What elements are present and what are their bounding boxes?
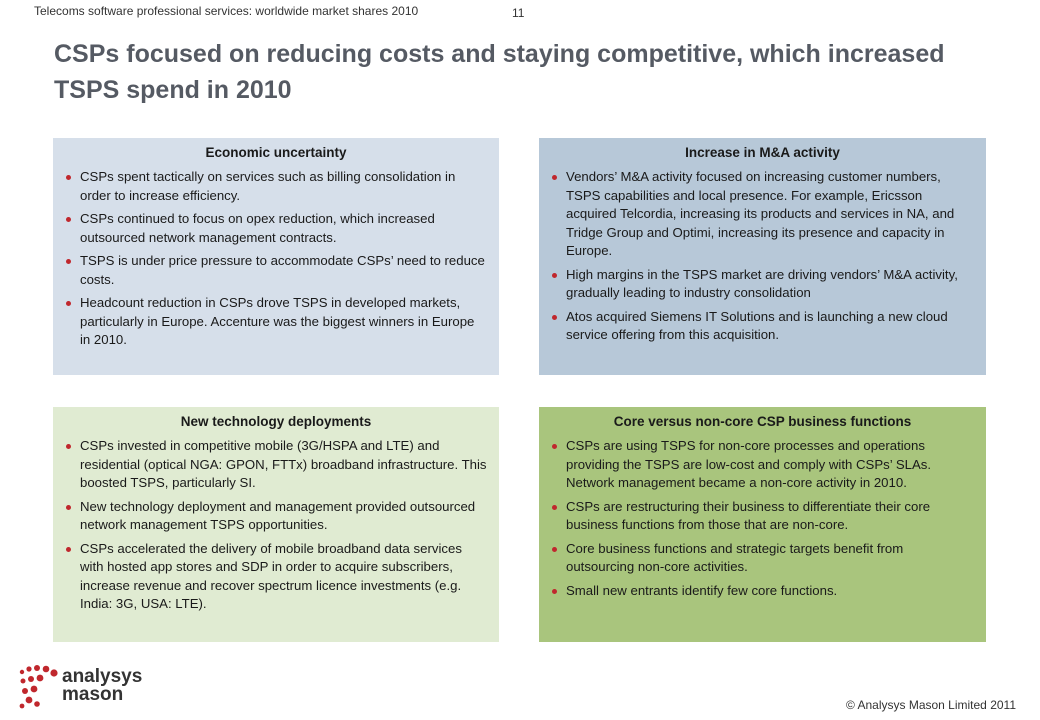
bullet-item: Headcount reduction in CSPs drove TSPS i… [65,294,487,350]
bullet-item: CSPs are using TSPS for non-core process… [551,437,974,493]
panel-heading: Core versus non-core CSP business functi… [613,414,912,429]
bullet-list: CSPs are using TSPS for non-core process… [551,437,974,600]
page-number: 11 [512,6,525,20]
bullet-list: CSPs spent tactically on services such a… [65,168,487,350]
bullet-item: CSPs invested in competitive mobile (3G/… [65,437,487,493]
analysys-mason-logo-icon [19,665,58,709]
bullet-list: Vendors’ M&A activity focused on increas… [551,168,974,345]
slide-title: CSPs focused on reducing costs and stayi… [54,40,945,104]
panel-economic-uncertainty: Economic uncertainty CSPs spent tactical… [53,138,499,375]
bullet-list: CSPs invested in competitive mobile (3G/… [65,437,487,614]
panel-ma-activity: Increase in M&A activity Vendors’ M&A ac… [539,138,986,375]
bullet-item: New technology deployment and management… [65,498,487,535]
panel-heading: Economic uncertainty [205,145,347,160]
panel-heading: Increase in M&A activity [685,145,840,160]
logo-line-2: mason [62,684,124,705]
panel-core-vs-noncore: Core versus non-core CSP business functi… [539,407,986,642]
bullet-item: Core business functions and strategic ta… [551,540,974,577]
bullet-item: CSPs spent tactically on services such a… [65,168,487,205]
bullet-item: CSPs continued to focus on opex reductio… [65,210,487,247]
logo-line-1: analysys [62,666,143,687]
logo-wordmark: analysys mason [62,666,143,705]
bullet-item: Vendors’ M&A activity focused on increas… [551,168,974,261]
panel-new-technology: New technology deployments CSPs invested… [53,407,499,642]
document-header: Telecoms software professional services:… [34,4,419,18]
panel-heading: New technology deployments [180,414,372,429]
bullet-item: CSPs accelerated the delivery of mobile … [65,540,487,614]
bullet-item: High margins in the TSPS market are driv… [551,266,974,303]
copyright-notice: © Analysys Mason Limited 2011 [845,698,1016,712]
bullet-item: Atos acquired Siemens IT Solutions and i… [551,308,974,345]
bullet-item: CSPs are restructuring their business to… [551,498,974,535]
bullet-item: Small new entrants identify few core fun… [551,582,974,601]
bullet-item: TSPS is under price pressure to accommod… [65,252,487,289]
